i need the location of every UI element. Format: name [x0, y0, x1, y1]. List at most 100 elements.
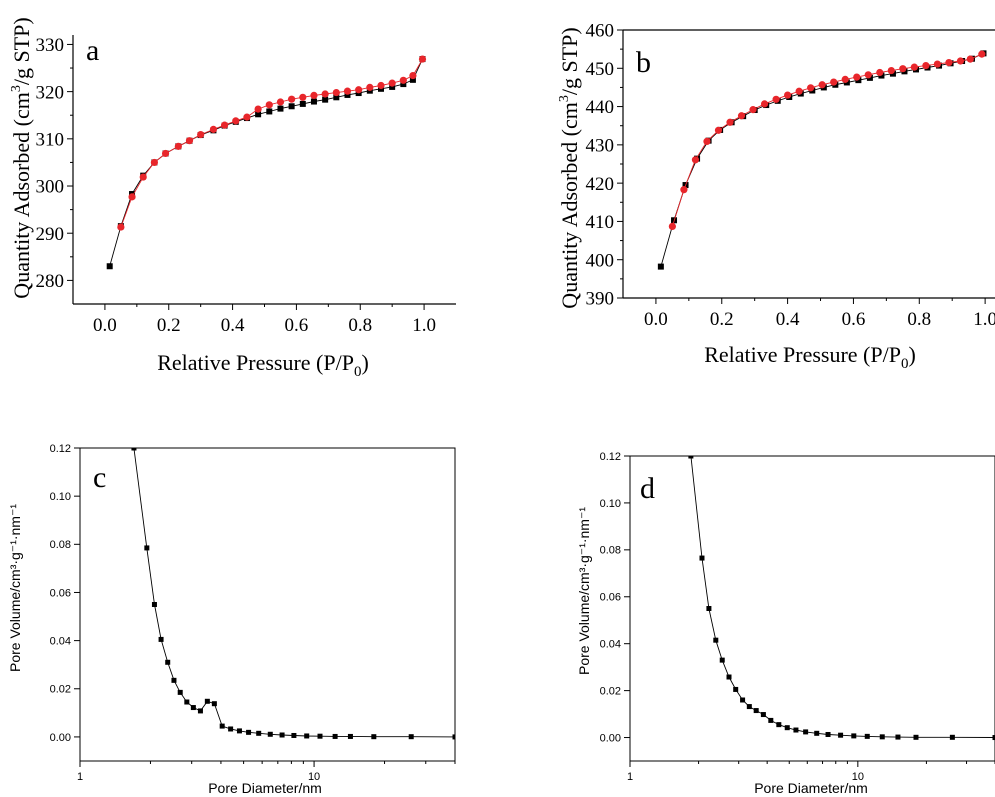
panel-a-series-1-point [197, 130, 205, 139]
panel-a-xtick-label: 1.0 [412, 315, 436, 336]
panel-a-series-0-point [322, 96, 329, 103]
panel-b-xtick-label: 0.2 [710, 309, 734, 330]
panel-d-series-0-point [864, 733, 870, 739]
panel-c-series-0-point [347, 733, 353, 739]
panel-d-series-0-point [746, 704, 752, 710]
panel-d-series-0-point [793, 727, 799, 733]
panel-b-series-1-point [978, 50, 986, 58]
panel-b-ytick-label: 450 [586, 59, 615, 80]
panel-c-ytick-label: 0.10 [50, 491, 71, 503]
panel-a-series-0-point [409, 76, 416, 83]
panel-d-series-0-point [726, 674, 732, 680]
panel-d-series-0-point [688, 456, 694, 459]
panel-c-xtick-label: 1 [77, 771, 83, 783]
panel-a-series-1-point [243, 113, 251, 121]
panel-a-series-1-point [265, 101, 273, 109]
panel-a-series-1-point [399, 76, 407, 84]
panel-d-data [688, 456, 995, 741]
panel-a-ytick-label: 310 [36, 129, 65, 150]
panel-b: 390 400 410 420 430 440 450 460 0.0 0.2 0.4 0.6 0.8 1… [557, 21, 995, 372]
panel-d-series-0-point [768, 717, 774, 723]
panel-a-series-0-point [389, 83, 396, 90]
panel-d-series-0-point [814, 730, 820, 736]
panel-a-ylabel: Quantity Adsorbed (cm3/g STP) [9, 17, 34, 298]
panel-c-ytick-label: 0.12 [50, 443, 71, 455]
panel-d-series-0-point [740, 697, 746, 703]
panel-a-series-0-point [255, 111, 262, 118]
panel-d-series-0-line [690, 456, 995, 738]
panel-c-series-0-point [246, 729, 252, 735]
panel-b-xtick-label: 0.4 [776, 309, 800, 330]
panel-d-ytick-label: 0.10 [600, 498, 621, 510]
panel-a-series-0-point [288, 103, 295, 110]
panel-b-ytick-label: 430 [586, 136, 615, 157]
panel-b-data [657, 50, 987, 270]
panel-a-series-1-point [232, 117, 240, 125]
panel-b-series-1-point [887, 66, 895, 75]
panel-d-series-0-point [851, 733, 857, 739]
panel-c-series-0-point [279, 732, 285, 738]
panel-d-series-0-point [895, 734, 901, 740]
panel-c-series-0-point [151, 602, 157, 607]
panel-c-ytick-label: 0.06 [50, 587, 71, 599]
panel-c-ylabel: Pore Volume/cm³·g⁻¹·nm⁻¹ [7, 504, 23, 672]
panel-a-ytick-label: 280 [36, 271, 65, 292]
panel-d-series-0-point [784, 725, 790, 731]
panel-a-plot: 280 290 300 310 320 330 0.0 0.2 0.4 0.6 0.8 1.0 [36, 35, 456, 336]
panel-b-series-1-point [691, 156, 700, 164]
panel-a-series-1-point [310, 91, 318, 100]
panel-b-series-1-point [807, 84, 815, 92]
panel-b-series-1-point [784, 91, 792, 99]
panel-d-series-0-point [706, 606, 712, 611]
panel-c-frame [79, 447, 456, 762]
panel-a-series-1-point [150, 158, 158, 167]
panel-a-series-1-point [185, 137, 194, 145]
panel-d-frame [629, 455, 995, 762]
panel-c-series-0-point [452, 734, 455, 740]
panel-a-series-1-point [366, 83, 374, 91]
panel-a-series-0-point [266, 108, 273, 115]
panel-c-series-0-point [291, 732, 297, 738]
panel-a-ytick-label: 300 [36, 177, 65, 198]
panel-c-series-0-point [256, 730, 262, 736]
panel-a-series-1-point [299, 93, 307, 101]
panel-b-series-1-point [772, 95, 780, 103]
panel-c-ytick-label: 0.04 [50, 635, 71, 647]
panel-a-series-1-point [377, 81, 385, 90]
panel-d-ylabel: Pore Volume/cm³·g⁻¹·nm⁻¹ [576, 507, 592, 675]
panel-d-ytick-label: 0.12 [600, 451, 621, 463]
panel-d-ytick-label: 0.08 [600, 545, 621, 557]
panel-c-series-0-point [184, 699, 190, 705]
panel-d-series-0-point [753, 708, 759, 714]
panel-a-series-1-point [355, 86, 363, 94]
panel-b-series-1-point [680, 186, 688, 194]
panel-a-series-1-point [288, 95, 296, 103]
panel-d-xtick-label: 10 [852, 771, 864, 783]
panel-a-series-0-point [299, 100, 306, 107]
panel-b-ytick-label: 400 [586, 250, 615, 271]
panel-b-xtick-label: 0.0 [644, 309, 668, 330]
panel-b-label: b [636, 46, 651, 79]
panel-a-series-0-point [310, 98, 317, 105]
panel-d-ytick-label: 0.04 [600, 639, 621, 651]
panel-b-ytick-label: 460 [586, 21, 615, 42]
panel-b-series-1-point [876, 68, 884, 77]
panel-b-series-1-point [818, 81, 826, 89]
panel-d-series-0-point [992, 735, 995, 741]
panel-b-xtick-label: 1.0 [973, 309, 995, 330]
panel-b-series-1-point [714, 126, 723, 134]
panel-a-xtick-label: 0.8 [348, 315, 372, 336]
panel-a-series-1-point [254, 105, 262, 113]
panel-a-xtick-label: 0.0 [93, 315, 117, 336]
panel-a-xlabel: Relative Pressure (P/P0) [157, 350, 369, 380]
panel-a-series-0-point [333, 94, 340, 101]
panel-a-series-1-point [343, 87, 352, 95]
panel-d-series-0-point [803, 729, 809, 735]
panel-b-xtick-label: 0.6 [842, 309, 866, 330]
panel-a-data [106, 55, 427, 270]
panel-d-series-0-point [776, 722, 782, 728]
panel-a-series-1-point [117, 223, 125, 231]
panel-b-ytick-label: 390 [586, 289, 615, 310]
panel-a-series-1-point [321, 90, 329, 98]
